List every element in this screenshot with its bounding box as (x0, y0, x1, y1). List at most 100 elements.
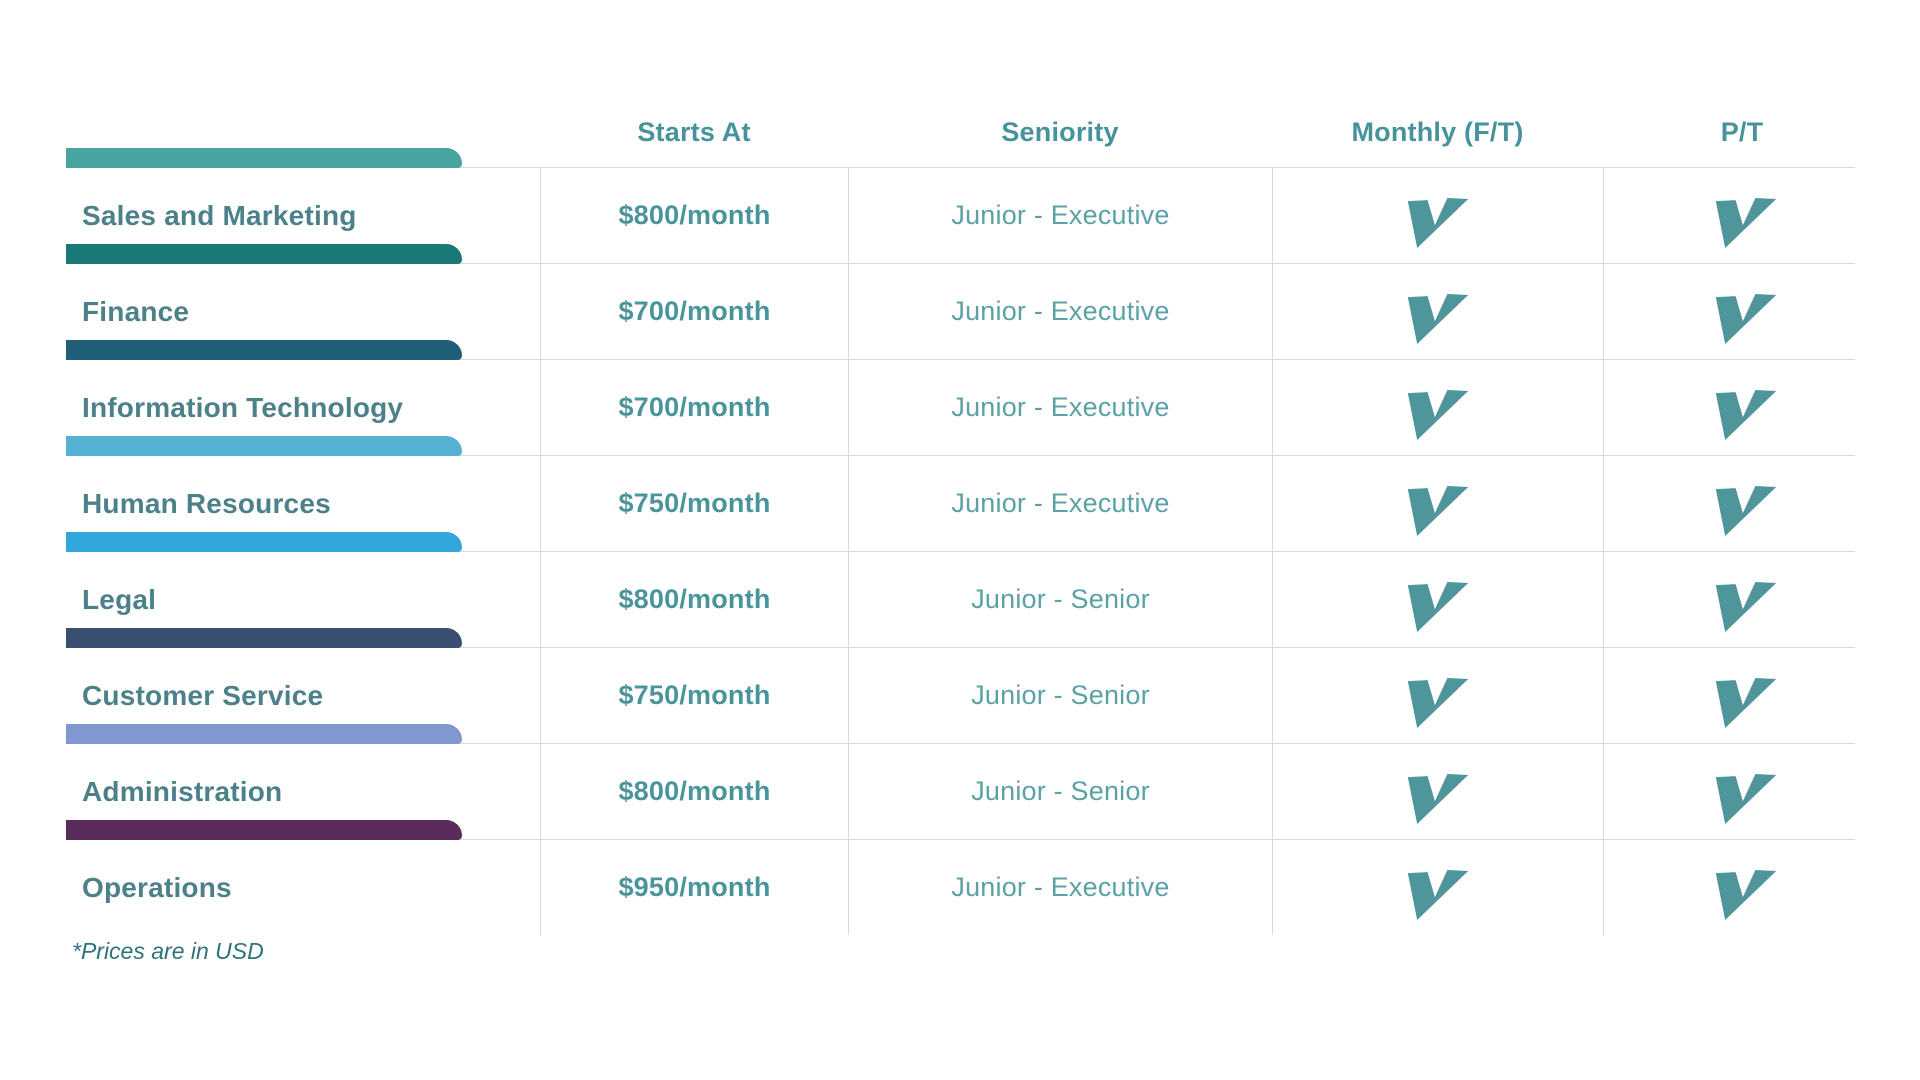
pt-cell (1603, 743, 1855, 839)
price-value: $700/month (618, 392, 771, 422)
seniority-cell: Junior - Executive (848, 167, 1272, 263)
seniority-cell: Junior - Executive (848, 263, 1272, 359)
starts-at-cell: $800/month (540, 551, 848, 647)
row-color-bar (66, 532, 462, 552)
monthly-ft-cell (1272, 359, 1603, 455)
checkmark-icon (1407, 485, 1469, 536)
checkmark-icon (1407, 773, 1469, 824)
table-row: Sales and Marketing $800/month Junior - … (65, 148, 1855, 263)
monthly-ft-cell (1272, 743, 1603, 839)
row-color-bar (66, 340, 462, 360)
column-header-pt: P/T (1720, 117, 1764, 147)
checkmark-icon (1715, 581, 1777, 632)
category-cell: Finance (65, 244, 540, 359)
starts-at-cell: $950/month (540, 839, 848, 935)
seniority-value: Junior - Executive (951, 488, 1170, 518)
price-value: $800/month (618, 776, 771, 806)
department-label: Sales and Marketing (82, 199, 357, 231)
column-header-monthly-ft: Monthly (F/T) (1351, 117, 1524, 147)
seniority-value: Junior - Senior (971, 584, 1150, 614)
table-row: Finance $700/month Junior - Executive (65, 244, 1855, 359)
checkmark-icon (1715, 485, 1777, 536)
seniority-value: Junior - Executive (951, 392, 1170, 422)
checkmark-icon (1407, 293, 1469, 344)
table-row: Legal $800/month Junior - Senior (65, 532, 1855, 647)
monthly-ft-cell (1272, 455, 1603, 551)
seniority-cell: Junior - Executive (848, 359, 1272, 455)
category-cell: Administration (65, 724, 540, 839)
category-cell: Sales and Marketing (65, 148, 540, 263)
checkmark-icon (1715, 389, 1777, 440)
price-value: $750/month (618, 488, 771, 518)
monthly-ft-cell (1272, 647, 1603, 743)
department-label: Legal (82, 583, 157, 615)
row-color-bar (66, 148, 462, 168)
checkmark-icon (1715, 293, 1777, 344)
table-row: Administration $800/month Junior - Senio… (65, 724, 1855, 839)
category-cell: Legal (65, 532, 540, 647)
table-row: Human Resources $750/month Junior - Exec… (65, 436, 1855, 551)
price-value: $750/month (618, 680, 771, 710)
footnote: *Prices are in USD (72, 938, 264, 964)
column-header-seniority: Seniority (1001, 117, 1119, 147)
category-cell: Operations (65, 820, 540, 935)
category-cell: Information Technology (65, 340, 540, 455)
pt-cell (1603, 167, 1855, 263)
monthly-ft-cell (1272, 263, 1603, 359)
pt-cell (1603, 647, 1855, 743)
monthly-ft-cell (1272, 167, 1603, 263)
pt-cell (1603, 839, 1855, 935)
department-label: Customer Service (82, 679, 324, 711)
price-value: $800/month (618, 584, 771, 614)
department-label: Finance (82, 295, 190, 327)
pt-cell (1603, 359, 1855, 455)
seniority-cell: Junior - Senior (848, 647, 1272, 743)
price-value: $700/month (618, 296, 771, 326)
department-label: Administration (82, 775, 283, 807)
row-color-bar (66, 436, 462, 456)
seniority-value: Junior - Executive (951, 296, 1170, 326)
pt-cell (1603, 455, 1855, 551)
seniority-cell: Junior - Senior (848, 551, 1272, 647)
seniority-value: Junior - Senior (971, 776, 1150, 806)
seniority-cell: Junior - Senior (848, 743, 1272, 839)
starts-at-cell: $750/month (540, 455, 848, 551)
row-color-bar (66, 244, 462, 264)
table-row: Information Technology $700/month Junior… (65, 340, 1855, 455)
table-body: Sales and Marketing $800/month Junior - … (65, 148, 1855, 935)
checkmark-icon (1407, 197, 1469, 248)
row-color-bar (66, 628, 462, 648)
seniority-cell: Junior - Executive (848, 839, 1272, 935)
department-label: Operations (82, 871, 232, 903)
row-color-bar (66, 820, 462, 840)
table-header-row: Starts At Seniority Monthly (F/T) P/T (65, 80, 1855, 167)
category-cell: Human Resources (65, 436, 540, 551)
starts-at-cell: $800/month (540, 743, 848, 839)
starts-at-cell: $700/month (540, 359, 848, 455)
table-row: Operations $950/month Junior - Executive (65, 820, 1855, 935)
pt-cell (1603, 551, 1855, 647)
monthly-ft-cell (1272, 551, 1603, 647)
starts-at-cell: $750/month (540, 647, 848, 743)
checkmark-icon (1407, 677, 1469, 728)
checkmark-icon (1715, 869, 1777, 920)
starts-at-cell: $800/month (540, 167, 848, 263)
seniority-value: Junior - Senior (971, 680, 1150, 710)
checkmark-icon (1715, 773, 1777, 824)
seniority-value: Junior - Executive (951, 200, 1170, 230)
row-color-bar (66, 724, 462, 744)
starts-at-cell: $700/month (540, 263, 848, 359)
table-row: Customer Service $750/month Junior - Sen… (65, 628, 1855, 743)
department-label: Human Resources (82, 487, 331, 519)
department-label: Information Technology (82, 391, 404, 423)
category-cell: Customer Service (65, 628, 540, 743)
checkmark-icon (1407, 389, 1469, 440)
seniority-value: Junior - Executive (951, 872, 1170, 902)
checkmark-icon (1715, 677, 1777, 728)
checkmark-icon (1715, 197, 1777, 248)
column-header-starts-at: Starts At (637, 117, 751, 147)
checkmark-icon (1407, 869, 1469, 920)
seniority-cell: Junior - Executive (848, 455, 1272, 551)
price-value: $950/month (618, 872, 771, 902)
